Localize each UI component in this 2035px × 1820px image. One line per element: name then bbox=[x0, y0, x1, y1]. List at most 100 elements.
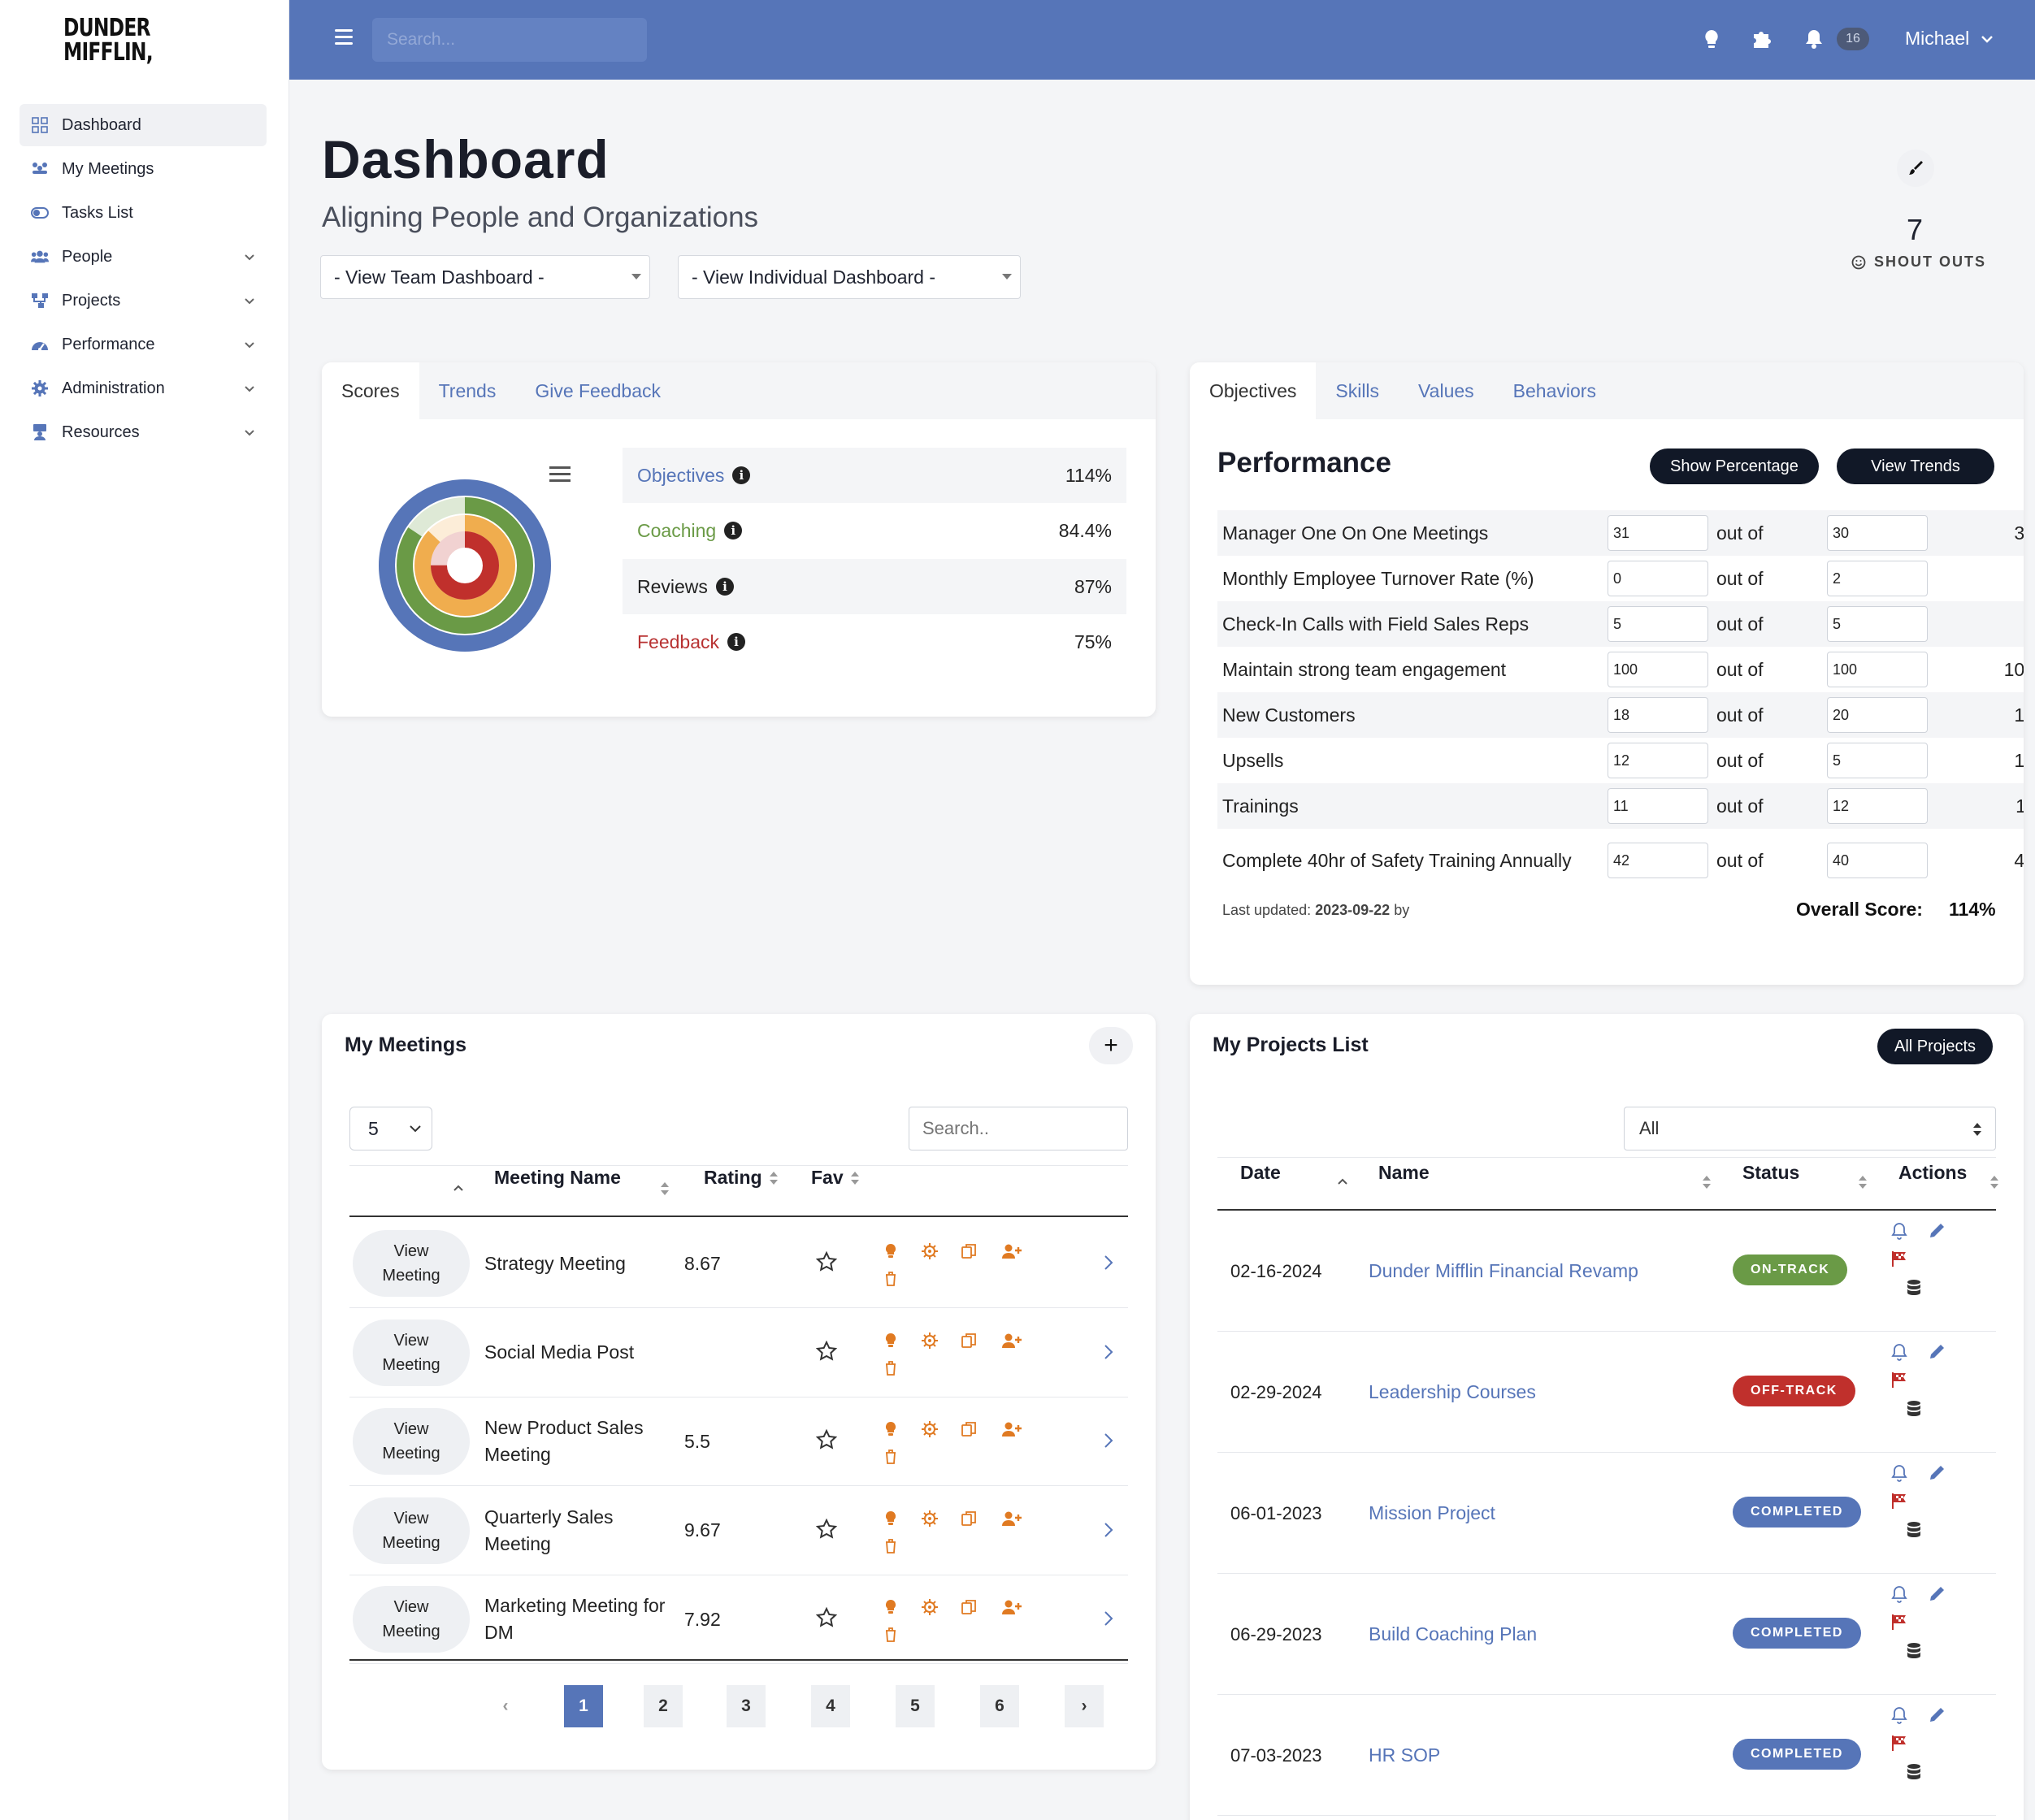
add-user-icon[interactable] bbox=[1001, 1510, 1022, 1527]
copy-icon[interactable] bbox=[961, 1332, 977, 1349]
score-name[interactable]: Reviews bbox=[637, 575, 708, 597]
pencil-icon[interactable] bbox=[1928, 1464, 1946, 1482]
target-input[interactable]: 12 bbox=[1827, 788, 1928, 824]
bell-icon[interactable] bbox=[1890, 1585, 1908, 1603]
meetings-search-input[interactable] bbox=[909, 1107, 1128, 1150]
lightbulb-icon[interactable] bbox=[883, 1421, 899, 1437]
pagination-page-1[interactable]: 1 bbox=[564, 1685, 603, 1727]
target-input[interactable]: 5 bbox=[1827, 743, 1928, 778]
sidebar-item-tasks-list[interactable]: Tasks List bbox=[20, 192, 267, 234]
sidebar-item-performance[interactable]: Performance bbox=[20, 323, 267, 366]
target-input[interactable]: 100 bbox=[1827, 652, 1928, 687]
projects-filter-select[interactable]: All bbox=[1624, 1107, 1996, 1150]
column-date[interactable]: Date bbox=[1240, 1162, 1281, 1183]
project-name-link[interactable]: Mission Project bbox=[1369, 1502, 1495, 1523]
gear-icon[interactable] bbox=[922, 1332, 938, 1349]
chevron-right-icon[interactable] bbox=[1102, 1431, 1115, 1450]
column-meeting-name[interactable]: Meeting Name bbox=[494, 1167, 621, 1189]
all-projects-button[interactable]: All Projects bbox=[1877, 1029, 1993, 1064]
view-meeting-button[interactable]: View Meeting bbox=[353, 1408, 470, 1475]
actual-input[interactable]: 11 bbox=[1608, 788, 1708, 824]
pencil-icon[interactable] bbox=[1928, 1222, 1946, 1240]
show-percentage-button[interactable]: Show Percentage bbox=[1650, 448, 1819, 484]
tab-scores[interactable]: Scores bbox=[322, 362, 419, 419]
tab-behaviors[interactable]: Behaviors bbox=[1512, 379, 1596, 401]
puzzle-icon[interactable] bbox=[1751, 28, 1773, 50]
pagination-prev[interactable]: ‹ bbox=[502, 1696, 509, 1715]
user-menu[interactable]: Michael bbox=[1905, 28, 1994, 50]
sidebar-item-people[interactable]: People bbox=[20, 236, 267, 278]
shout-outs-link[interactable]: SHOUT OUTS bbox=[1851, 254, 1986, 271]
database-icon[interactable] bbox=[1905, 1521, 1923, 1539]
target-input[interactable]: 5 bbox=[1827, 606, 1928, 642]
sort-icon[interactable] bbox=[1858, 1175, 1868, 1190]
chevron-right-icon[interactable] bbox=[1102, 1609, 1115, 1628]
pagination-page-2[interactable]: 2 bbox=[644, 1685, 683, 1727]
actual-input[interactable]: 5 bbox=[1608, 606, 1708, 642]
copy-icon[interactable] bbox=[961, 1243, 977, 1259]
project-name-link[interactable]: Dunder Mifflin Financial Revamp bbox=[1369, 1260, 1638, 1281]
flag-icon[interactable] bbox=[1890, 1371, 1908, 1389]
actual-input[interactable]: 31 bbox=[1608, 515, 1708, 551]
pagination-page-3[interactable]: 3 bbox=[727, 1685, 766, 1727]
view-meeting-button[interactable]: View Meeting bbox=[353, 1230, 470, 1297]
score-name[interactable]: Coaching bbox=[637, 519, 717, 541]
gear-icon[interactable] bbox=[922, 1510, 938, 1527]
hamburger-menu-icon[interactable] bbox=[335, 29, 353, 49]
sort-up-icon[interactable] bbox=[1336, 1176, 1349, 1186]
trash-icon[interactable] bbox=[883, 1449, 899, 1465]
chevron-right-icon[interactable] bbox=[1102, 1520, 1115, 1540]
lightbulb-icon[interactable] bbox=[1700, 28, 1723, 50]
dunder-mifflin-logo[interactable]: DUNDER MIFFLIN, bbox=[63, 14, 154, 67]
add-user-icon[interactable] bbox=[1001, 1421, 1022, 1437]
bell-icon[interactable] bbox=[1890, 1343, 1908, 1361]
gear-icon[interactable] bbox=[922, 1421, 938, 1437]
bell-icon[interactable] bbox=[1890, 1222, 1908, 1240]
database-icon[interactable] bbox=[1905, 1279, 1923, 1297]
project-name-link[interactable]: Build Coaching Plan bbox=[1369, 1623, 1538, 1644]
view-meeting-button[interactable]: View Meeting bbox=[353, 1319, 470, 1386]
target-input[interactable]: 30 bbox=[1827, 515, 1928, 551]
add-user-icon[interactable] bbox=[1001, 1599, 1022, 1615]
gear-icon[interactable] bbox=[922, 1243, 938, 1259]
view-meeting-button[interactable]: View Meeting bbox=[353, 1586, 470, 1653]
actual-input[interactable]: 100 bbox=[1608, 652, 1708, 687]
flag-icon[interactable] bbox=[1890, 1613, 1908, 1631]
star-icon[interactable] bbox=[816, 1429, 837, 1450]
bell-icon[interactable] bbox=[1890, 1706, 1908, 1724]
add-user-icon[interactable] bbox=[1001, 1332, 1022, 1349]
tab-trends[interactable]: Trends bbox=[438, 379, 497, 401]
trash-icon[interactable] bbox=[883, 1627, 899, 1643]
sidebar-item-dashboard[interactable]: Dashboard bbox=[20, 104, 267, 146]
info-icon[interactable]: i bbox=[715, 578, 734, 596]
info-icon[interactable]: i bbox=[732, 466, 751, 484]
view-meeting-button[interactable]: View Meeting bbox=[353, 1497, 470, 1564]
pagination-next[interactable]: › bbox=[1065, 1685, 1104, 1727]
target-input[interactable]: 40 bbox=[1827, 843, 1928, 878]
sidebar-item-administration[interactable]: Administration bbox=[20, 367, 267, 410]
column-status[interactable]: Status bbox=[1742, 1162, 1800, 1183]
pagination-page-4[interactable]: 4 bbox=[811, 1685, 850, 1727]
column-rating[interactable]: Rating bbox=[704, 1167, 779, 1189]
trash-icon[interactable] bbox=[883, 1271, 899, 1287]
gear-icon[interactable] bbox=[922, 1599, 938, 1615]
ring-objectives[interactable] bbox=[379, 479, 551, 652]
actual-input[interactable]: 0 bbox=[1608, 561, 1708, 596]
ring-coaching[interactable] bbox=[397, 497, 533, 634]
score-name[interactable]: Feedback bbox=[637, 630, 720, 652]
column-actions[interactable]: Actions bbox=[1898, 1162, 1968, 1183]
individual-dashboard-select[interactable]: - View Individual Dashboard - bbox=[678, 255, 1021, 299]
actual-input[interactable]: 18 bbox=[1608, 697, 1708, 733]
flag-icon[interactable] bbox=[1890, 1734, 1908, 1752]
chart-menu-icon[interactable] bbox=[549, 466, 571, 486]
info-icon[interactable]: i bbox=[727, 633, 746, 651]
copy-icon[interactable] bbox=[961, 1421, 977, 1437]
project-name-link[interactable]: Leadership Courses bbox=[1369, 1381, 1536, 1402]
bell-icon[interactable] bbox=[1890, 1464, 1908, 1482]
team-dashboard-select[interactable]: - View Team Dashboard - bbox=[320, 255, 650, 299]
sort-up-icon[interactable] bbox=[452, 1183, 465, 1193]
edit-brush-button[interactable] bbox=[1897, 150, 1934, 187]
sort-icon[interactable] bbox=[1989, 1175, 1999, 1190]
tab-give-feedback[interactable]: Give Feedback bbox=[535, 379, 662, 401]
sort-icon[interactable] bbox=[1702, 1175, 1712, 1190]
